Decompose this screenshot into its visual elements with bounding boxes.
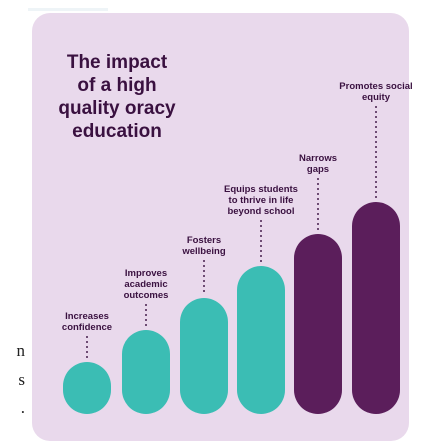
chart-bar	[352, 202, 400, 414]
category-label: Increases confidence	[62, 311, 112, 333]
category-label: Promotes social equity	[339, 81, 412, 103]
category-label-line: Fosters	[187, 235, 221, 246]
chart-bar	[63, 362, 111, 414]
category-label-line: academic	[124, 279, 167, 290]
category-label-line: gaps	[307, 164, 329, 175]
category-label-line: beyond school	[227, 206, 294, 217]
side-text-line: .	[20, 398, 25, 417]
chart-bar	[122, 330, 170, 414]
chart-bar	[180, 298, 228, 414]
category-label-line: to thrive in life	[229, 195, 294, 206]
category-label-line: Improves	[125, 268, 167, 279]
category-label-line: wellbeing	[181, 246, 225, 257]
browser-tab-strip	[28, 8, 108, 11]
category-label-line: Promotes social	[339, 81, 412, 92]
chart-bar	[237, 266, 285, 414]
category-label-line: outcomes	[124, 290, 169, 301]
side-text-line: n	[16, 341, 26, 360]
category-label: Narrows gaps	[299, 153, 337, 175]
category-label-line: Equips students	[224, 184, 298, 195]
category-label: Fosters wellbeing	[181, 235, 225, 257]
category-label-line: Narrows	[299, 153, 337, 164]
side-text-line: s	[18, 370, 25, 389]
category-label: Improves academic outcomes	[124, 268, 169, 301]
chart-bar	[294, 234, 342, 414]
category-label-line: equity	[362, 92, 391, 103]
chart-title: The impact of a high quality oracy educa…	[58, 52, 176, 142]
category-label-line: Increases	[65, 311, 109, 322]
category-label: Equips students to thrive in life beyond s…	[224, 184, 298, 217]
category-label-line: confidence	[62, 322, 112, 333]
